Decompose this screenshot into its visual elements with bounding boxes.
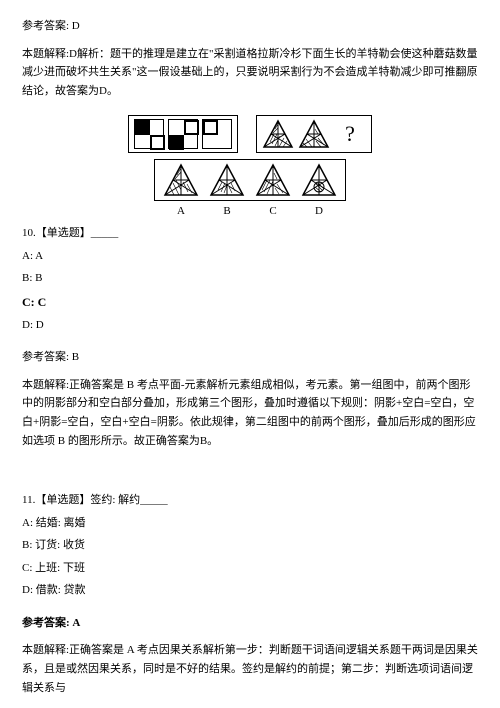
label-D: D — [301, 203, 337, 220]
question-mark: ? — [334, 119, 366, 149]
square-1 — [134, 119, 164, 149]
triangle-2 — [298, 119, 330, 149]
option-triangle-A — [163, 163, 199, 197]
q11-option-D: D: 借款: 贷款 — [22, 582, 478, 599]
q10-answer-label: 参考答案: B — [22, 349, 478, 366]
triangle-1 — [262, 119, 294, 149]
q11-stem: 11.【单选题】签约: 解约_____ — [22, 492, 478, 509]
square-2 — [168, 119, 198, 149]
q10-option-A: A: A — [22, 248, 478, 265]
figure-group-squares — [128, 115, 238, 153]
q11-explanation: 本题解释:正确答案是 A 考点因果关系解析第一步：判断题干词语间逻辑关系题干两词… — [22, 641, 478, 697]
option-triangle-D — [301, 163, 337, 197]
q11-option-C: C: 上班: 下班 — [22, 560, 478, 577]
q11-option-A: A: 结婚: 离婚 — [22, 515, 478, 532]
q10-stem: 10.【单选题】_____ — [22, 225, 478, 242]
label-C: C — [255, 203, 291, 220]
q10-option-C: C: C — [22, 293, 478, 311]
label-A: A — [163, 203, 199, 220]
figure-options-group — [154, 159, 346, 201]
q9-explanation: 本题解释:D解析：题干的推理是建立在"采割道格拉斯冷杉下面生长的羊特勒会使这种蘑… — [22, 45, 478, 101]
figure-group-triangles: ? — [256, 115, 372, 153]
option-triangle-B — [209, 163, 245, 197]
q11-option-B: B: 订货: 收货 — [22, 537, 478, 554]
option-triangle-C — [255, 163, 291, 197]
q9-answer-label: 参考答案: D — [22, 18, 478, 35]
q10-explanation: 本题解释:正确答案是 B 考点平面-元素解析元素组成相似，考元素。第一组图中，前… — [22, 376, 478, 451]
q10-option-D: D: D — [22, 317, 478, 334]
square-3 — [202, 119, 232, 149]
q10-option-B: B: B — [22, 270, 478, 287]
q11-answer-label: 参考答案: A — [22, 615, 478, 632]
q10-figure: ? — [22, 115, 478, 220]
option-labels-row: A B C D — [128, 203, 372, 220]
label-B: B — [209, 203, 245, 220]
